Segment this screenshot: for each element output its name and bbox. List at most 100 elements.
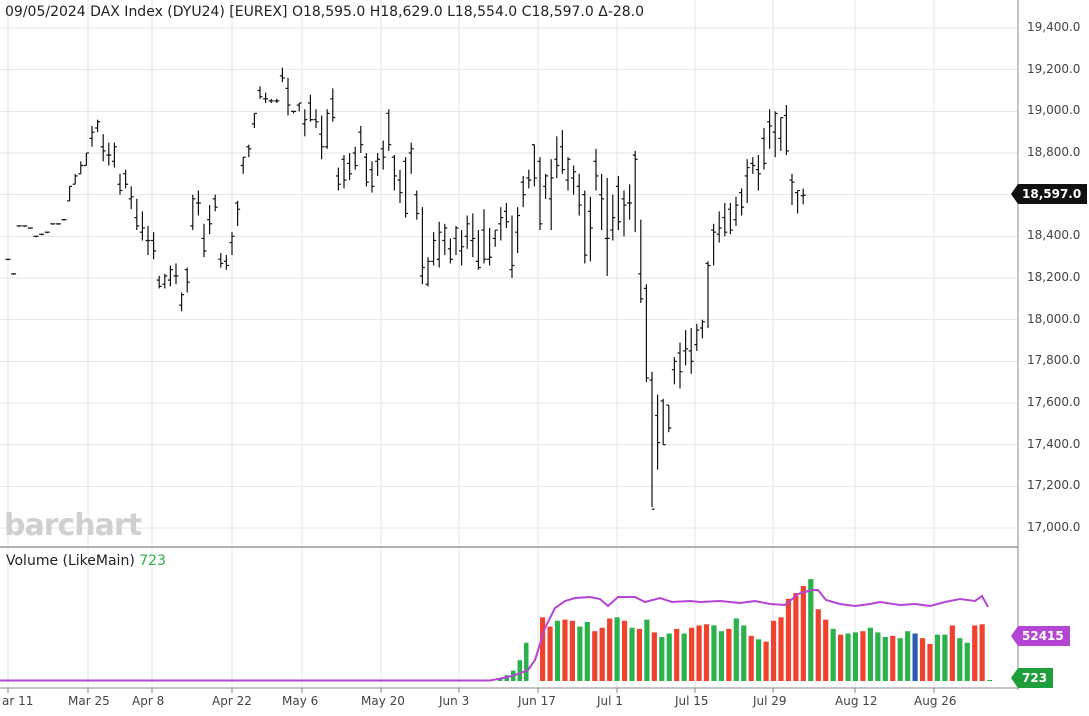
ohlc-bar <box>363 153 369 187</box>
ohlc-bar <box>733 196 739 226</box>
ohlc-bar <box>800 188 806 205</box>
volume-bar <box>875 632 881 681</box>
ohlc-bar <box>699 319 705 339</box>
x-tick-label: Jul 29 <box>753 694 787 708</box>
ohlc-bar <box>621 190 627 237</box>
ohlc-bar <box>27 227 33 229</box>
volume-bar <box>711 625 717 681</box>
y-tick-label: 19,000.0 <box>1027 103 1081 118</box>
volume-bar <box>927 643 933 681</box>
volume-bar <box>964 642 970 681</box>
ohlc-bar <box>151 232 157 260</box>
ohlc-bar <box>487 228 493 266</box>
volume-bar <box>770 620 777 681</box>
ohlc-bar <box>475 230 481 270</box>
ohlc-bar <box>632 150 638 233</box>
ohlc-bar <box>683 330 689 366</box>
y-tick-label: 18,200.0 <box>1027 270 1081 284</box>
ohlc-bar <box>727 203 733 235</box>
ohlc-bar <box>179 292 185 312</box>
ohlc-bar <box>643 284 649 383</box>
volume-bar <box>830 628 836 681</box>
ohlc-bar <box>671 357 677 385</box>
ohlc-bar <box>72 173 78 185</box>
volume-badge: 723 <box>1010 668 1054 688</box>
header-instrument: DAX Index (DYU24) [EUREX] <box>90 4 288 20</box>
volume-bar <box>905 631 911 681</box>
ohlc-bar <box>341 155 347 189</box>
volume-bar <box>644 619 650 681</box>
ohlc-bar <box>274 98 280 103</box>
ohlc-bar <box>335 167 341 191</box>
ohlc-bar <box>587 196 593 262</box>
ohlc-bar <box>39 233 45 236</box>
volume-bar <box>778 617 784 681</box>
ohlc-bar <box>481 209 487 264</box>
volume-title: Volume (LikeMain) 723 <box>6 553 166 569</box>
ohlc-bar <box>78 161 84 175</box>
ohlc-bar <box>240 156 246 174</box>
volume-bar <box>517 660 522 681</box>
ohlc-bar <box>5 258 11 261</box>
ohlc-bar <box>296 102 302 112</box>
ohlc-bar <box>638 219 644 303</box>
x-tick-label: Jul 15 <box>675 694 709 708</box>
ohlc-bar <box>184 267 190 293</box>
volume-bar <box>867 627 873 681</box>
ohlc-bar <box>498 207 504 241</box>
volume-bar <box>823 619 829 681</box>
volume-bar <box>674 628 680 681</box>
ohlc-bar <box>571 165 577 195</box>
ohlc-bar <box>139 211 145 241</box>
ohlc-bar <box>61 219 67 221</box>
chart-grid <box>0 0 1018 693</box>
volume-bar <box>987 680 993 681</box>
ohlc-bar <box>195 190 201 216</box>
ohlc-bar <box>386 109 392 151</box>
y-tick-label: 18,400.0 <box>1027 228 1081 243</box>
ohlc-bar <box>106 142 112 166</box>
ohlc-bar <box>380 140 386 170</box>
ohlc-bar <box>464 215 470 249</box>
header-ohlc: O18,595.0 H18,629.0 L18,554.0 C18,597.0 … <box>291 4 645 20</box>
ohlc-bar <box>229 232 235 256</box>
x-tick-label: Jul 1 <box>597 694 623 708</box>
volume-bar <box>696 625 702 681</box>
x-tick-label: ar 11 <box>2 694 34 708</box>
ohlc-bar <box>453 225 459 256</box>
ohlc-bar <box>397 169 403 203</box>
ohlc-bar <box>16 225 22 227</box>
ohlc-bar <box>492 229 498 247</box>
volume-bar <box>942 634 948 681</box>
volume-bar <box>852 632 859 681</box>
ohlc-bar <box>212 194 218 212</box>
ohlc-bar <box>599 173 605 231</box>
volume-bar <box>681 633 687 681</box>
ohlc-bar <box>520 175 526 208</box>
volume-bar <box>756 639 762 681</box>
ohlc-bar <box>531 144 537 187</box>
ohlc-bar <box>431 232 437 266</box>
volume-title-value: 723 <box>139 553 166 569</box>
ohlc-bar <box>134 198 140 231</box>
ohlc-bar <box>582 190 588 264</box>
ohlc-bar <box>425 257 431 287</box>
ohlc-bar <box>649 371 655 510</box>
ohlc-bar <box>436 221 442 268</box>
ohlc-bar <box>235 200 241 226</box>
ohlc-bar <box>543 173 549 199</box>
ohlc-bar <box>313 109 319 128</box>
volume-bar <box>972 625 978 681</box>
ohlc-bar <box>33 235 39 238</box>
ohlc-bar <box>761 128 767 170</box>
x-tick-label: Aug 12 <box>835 694 878 708</box>
volume-bar <box>726 628 732 681</box>
volume-ma-badge: 52415 <box>1011 626 1070 646</box>
ohlc-bar <box>307 94 313 122</box>
ohlc-bar <box>593 148 599 191</box>
ohlc-bar <box>705 261 711 328</box>
volume-bar <box>845 633 851 681</box>
volume-bar <box>957 638 963 681</box>
volume-bar <box>718 631 724 681</box>
ohlc-bar <box>50 223 56 225</box>
